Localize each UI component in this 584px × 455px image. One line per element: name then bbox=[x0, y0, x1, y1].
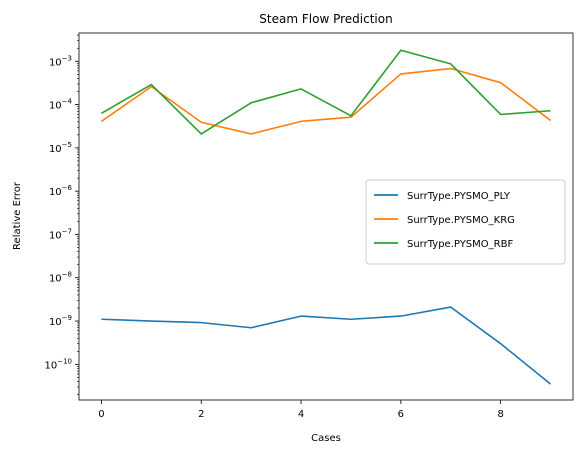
series-line-2 bbox=[101, 49, 551, 135]
legend: SurrType.PYSMO_PLY SurrType.PYSMO_KRG Surr… bbox=[365, 179, 566, 265]
y-tick-label: 10−9 bbox=[49, 314, 72, 328]
y-tick-label: 10−4 bbox=[49, 98, 73, 112]
legend-box bbox=[365, 179, 566, 265]
y-tick-label: 10−6 bbox=[49, 184, 73, 198]
series-line-1 bbox=[100, 67, 552, 135]
plot-area bbox=[100, 49, 552, 385]
legend-label-1: SurrType.PYSMO_KRG bbox=[407, 215, 515, 226]
y-tick-label: 10−7 bbox=[49, 227, 72, 241]
x-axis-title: Cases bbox=[311, 433, 341, 444]
y-axis-title: Relative Error bbox=[12, 181, 23, 250]
x-tick-label: 2 bbox=[198, 409, 204, 420]
x-tick-label: 6 bbox=[398, 409, 404, 420]
x-tick-label: 4 bbox=[298, 409, 304, 420]
series-line-0 bbox=[101, 306, 552, 385]
x-tick-label: 8 bbox=[497, 409, 503, 420]
y-tick-label: 10−5 bbox=[49, 141, 72, 155]
legend-label-2: SurrType.PYSMO_RBF bbox=[407, 239, 513, 250]
legend-label-0: SurrType.PYSMO_PLY bbox=[407, 191, 511, 202]
y-tick-label: 10−8 bbox=[49, 271, 72, 285]
y-tick-label: 10−3 bbox=[49, 54, 72, 68]
axes-frame bbox=[78, 32, 574, 401]
y-tick-label: 10−10 bbox=[44, 357, 72, 371]
chart-title: Steam Flow Prediction bbox=[259, 12, 392, 26]
x-tick-label: 0 bbox=[98, 409, 104, 420]
